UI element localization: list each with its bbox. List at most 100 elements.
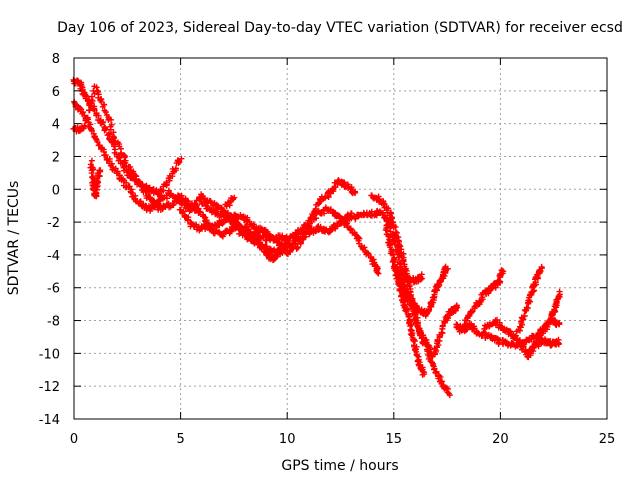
data-point-marker bbox=[495, 277, 502, 284]
data-point-marker bbox=[80, 109, 87, 116]
data-point-marker bbox=[403, 267, 410, 274]
data-point-marker bbox=[127, 163, 134, 170]
data-point-marker bbox=[541, 336, 548, 343]
data-point-marker bbox=[143, 187, 150, 194]
data-point-marker bbox=[230, 216, 237, 223]
series-track-10 bbox=[382, 222, 428, 378]
data-point-marker bbox=[306, 220, 313, 227]
data-point-marker bbox=[98, 119, 105, 126]
data-point-marker bbox=[84, 114, 91, 121]
data-point-marker bbox=[94, 87, 101, 94]
data-point-marker bbox=[142, 188, 149, 195]
data-point-marker bbox=[126, 183, 133, 190]
data-point-marker bbox=[519, 321, 526, 328]
data-point-marker bbox=[512, 332, 519, 339]
data-point-marker bbox=[133, 173, 140, 180]
data-point-marker bbox=[129, 189, 136, 196]
data-point-marker bbox=[556, 288, 563, 295]
data-point-marker bbox=[90, 166, 97, 173]
data-point-marker bbox=[177, 206, 184, 213]
y-tick-label: 0 bbox=[52, 183, 60, 198]
data-point-marker bbox=[297, 240, 304, 247]
y-tick-label: -12 bbox=[39, 380, 60, 395]
data-point-marker bbox=[400, 256, 407, 263]
data-point-marker bbox=[386, 233, 393, 240]
data-point-marker bbox=[392, 223, 399, 230]
data-point-marker bbox=[132, 172, 139, 179]
data-point-marker bbox=[430, 294, 437, 301]
y-tick-label: -4 bbox=[47, 249, 60, 264]
data-point-marker bbox=[547, 316, 554, 323]
y-tick-label: -2 bbox=[47, 216, 60, 231]
data-point-marker bbox=[398, 253, 405, 260]
y-tick-label: -14 bbox=[39, 413, 60, 428]
x-tick-label: 15 bbox=[386, 432, 403, 447]
data-point-marker bbox=[294, 244, 301, 251]
data-point-marker bbox=[176, 158, 183, 165]
data-point-marker bbox=[419, 332, 426, 339]
data-point-marker bbox=[528, 291, 535, 298]
data-point-marker bbox=[520, 343, 527, 350]
axes: 0 5 10 15 20 25 -14 -12 -10 -8 -6 -4 -2 0 2 4 6 8 bbox=[39, 52, 616, 447]
data-point-marker bbox=[101, 101, 108, 108]
data-point-marker bbox=[102, 126, 109, 133]
data-point-marker bbox=[178, 155, 185, 162]
data-point-marker bbox=[112, 165, 119, 172]
data-point-marker bbox=[298, 227, 305, 234]
data-point-marker bbox=[94, 138, 101, 145]
series-track-17 bbox=[530, 288, 563, 348]
data-point-marker bbox=[231, 215, 238, 222]
series-track-7 bbox=[220, 208, 292, 264]
data-point-marker bbox=[555, 292, 562, 299]
data-point-marker bbox=[406, 296, 413, 303]
data-point-marker bbox=[111, 143, 118, 150]
data-point-marker bbox=[102, 152, 109, 159]
data-point-marker bbox=[444, 265, 451, 272]
data-point-marker bbox=[203, 217, 210, 224]
data-point-marker bbox=[95, 88, 102, 95]
data-point-marker bbox=[196, 208, 203, 215]
data-point-marker bbox=[540, 328, 547, 335]
data-point-marker bbox=[301, 234, 308, 241]
data-points bbox=[70, 76, 563, 399]
data-point-marker bbox=[436, 333, 443, 340]
data-point-marker bbox=[317, 198, 324, 205]
data-point-marker bbox=[183, 197, 190, 204]
data-point-marker bbox=[111, 134, 118, 141]
data-point-marker bbox=[521, 312, 528, 319]
data-point-marker bbox=[165, 187, 172, 194]
chart-title: Day 106 of 2023, Sidereal Day-to-day VTE… bbox=[57, 20, 623, 36]
data-point-marker bbox=[219, 233, 226, 240]
data-point-marker bbox=[108, 121, 115, 128]
data-point-marker bbox=[374, 269, 381, 276]
data-point-marker bbox=[389, 258, 396, 265]
data-point-marker bbox=[185, 216, 192, 223]
data-point-marker bbox=[88, 157, 95, 164]
data-point-marker bbox=[81, 122, 88, 129]
data-point-marker bbox=[172, 165, 179, 172]
data-point-marker bbox=[180, 208, 187, 215]
y-tick-label: -8 bbox=[47, 315, 60, 330]
data-point-marker bbox=[351, 189, 358, 196]
data-point-marker bbox=[516, 337, 523, 344]
data-point-marker bbox=[94, 177, 101, 184]
data-point-marker bbox=[446, 392, 453, 399]
data-point-marker bbox=[170, 201, 177, 208]
data-point-marker bbox=[443, 385, 450, 392]
data-point-marker bbox=[285, 237, 292, 244]
data-point-marker bbox=[313, 215, 320, 222]
data-point-marker bbox=[433, 368, 440, 375]
plot-border bbox=[73, 57, 608, 420]
y-tick-label: 2 bbox=[52, 150, 60, 165]
data-point-marker bbox=[546, 318, 553, 325]
y-tick-label: 4 bbox=[52, 118, 60, 133]
data-point-marker bbox=[403, 308, 410, 315]
data-point-marker bbox=[396, 242, 403, 249]
x-tick-label: 10 bbox=[279, 432, 296, 447]
series-track-16 bbox=[513, 263, 545, 335]
data-point-marker bbox=[250, 223, 257, 230]
data-point-marker bbox=[425, 308, 432, 315]
x-tick-label: 20 bbox=[492, 432, 509, 447]
